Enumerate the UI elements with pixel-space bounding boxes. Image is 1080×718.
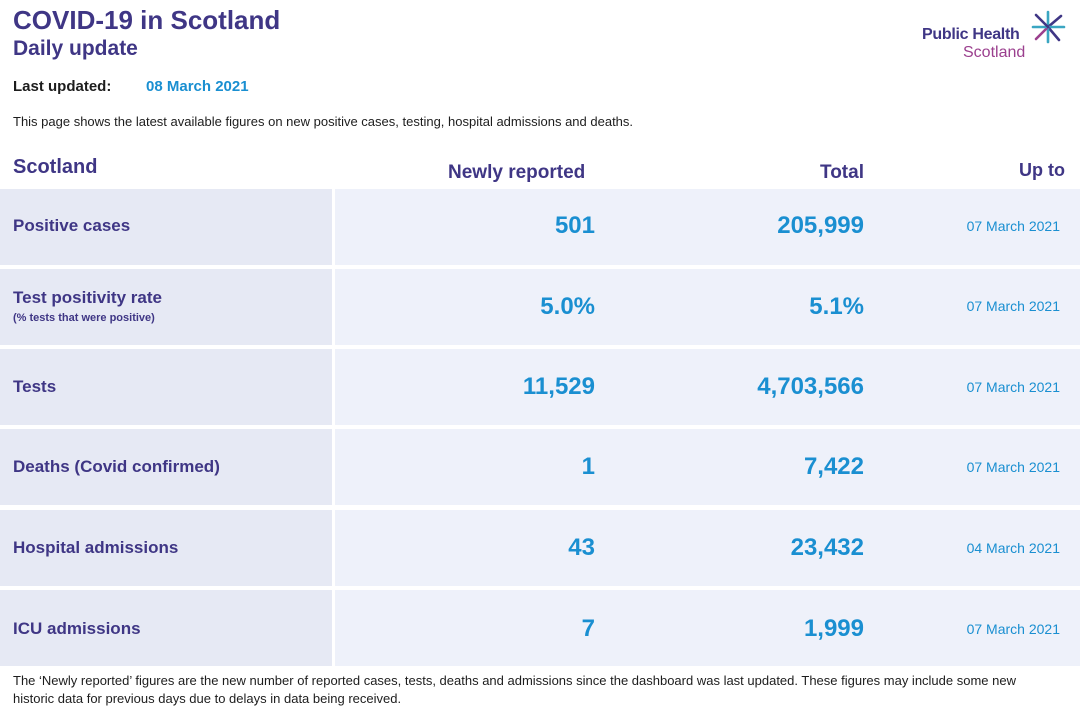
footnote: The ‘Newly reported’ figures are the new… [13,673,1016,706]
intro-text: This page shows the latest available fig… [13,114,634,129]
row-newly-reported: 501 [554,212,595,239]
page-title: COVID-19 in Scotland [13,5,281,35]
row-up-to-date: 07 March 2021 [966,218,1060,234]
row-newly-reported: 5.0% [540,293,595,320]
row-sublabel: (% tests that were positive) [13,312,155,324]
row-total: 1,999 [803,615,864,642]
logo-line1: Public Health [922,26,1020,43]
row-total: 5.1% [809,293,864,320]
row-value-cell [335,189,1080,265]
header-region: Scotland [13,156,98,178]
row-up-to-date: 07 March 2021 [966,459,1060,475]
row-newly-reported: 11,529 [522,373,595,400]
row-newly-reported: 1 [581,453,595,480]
row-value-cell [335,269,1080,345]
table-row-hospital-admissions: Hospital admissions 43 23,432 04 March 2… [0,510,1080,586]
row-label: ICU admissions [13,619,141,638]
row-label-cell [0,189,332,265]
row-total: 205,999 [777,212,864,239]
row-label: Deaths (Covid confirmed) [13,457,220,476]
table-row-icu-admissions: ICU admissions 7 1,999 07 March 2021 [0,590,1080,666]
page-subtitle: Daily update [13,37,138,60]
row-label-cell [0,269,332,345]
row-label: Tests [13,377,57,396]
table-row-test-positivity: Test positivity rate (% tests that were … [0,269,1080,345]
header-up-to: Up to [1019,160,1065,180]
table-row-tests: Tests 11,529 4,703,566 07 March 2021 [0,349,1080,425]
row-newly-reported: 43 [568,534,595,561]
row-value-cell [335,429,1080,505]
row-up-to-date: 04 March 2021 [966,540,1060,556]
row-up-to-date: 07 March 2021 [966,298,1060,314]
starburst-icon [1031,10,1066,44]
last-updated-label: Last updated: [13,78,112,95]
row-label: Test positivity rate [13,288,162,307]
phs-logo: Public Health Scotland [918,8,1068,64]
row-label-cell [0,429,332,505]
row-total: 7,422 [803,453,864,480]
row-total: 4,703,566 [757,373,864,400]
row-up-to-date: 07 March 2021 [966,379,1060,395]
row-label: Hospital admissions [13,538,179,557]
row-label-cell [0,349,332,425]
row-label-cell [0,510,332,586]
row-label-cell [0,590,332,666]
row-newly-reported: 7 [581,615,595,642]
logo-line2: Scotland [963,44,1026,61]
row-value-cell [335,590,1080,666]
last-updated-value: 08 March 2021 [146,78,249,95]
row-value-cell [335,510,1080,586]
table-row-deaths: Deaths (Covid confirmed) 1 7,422 07 Marc… [0,429,1080,505]
header-total: Total [820,162,864,183]
row-total: 23,432 [790,534,864,561]
row-up-to-date: 07 March 2021 [966,621,1060,637]
header-newly-reported: Newly reported [448,162,586,183]
row-value-cell [335,349,1080,425]
table-row-positive-cases: Positive cases 501 205,999 07 March 2021 [0,189,1080,265]
row-label: Positive cases [13,216,131,235]
